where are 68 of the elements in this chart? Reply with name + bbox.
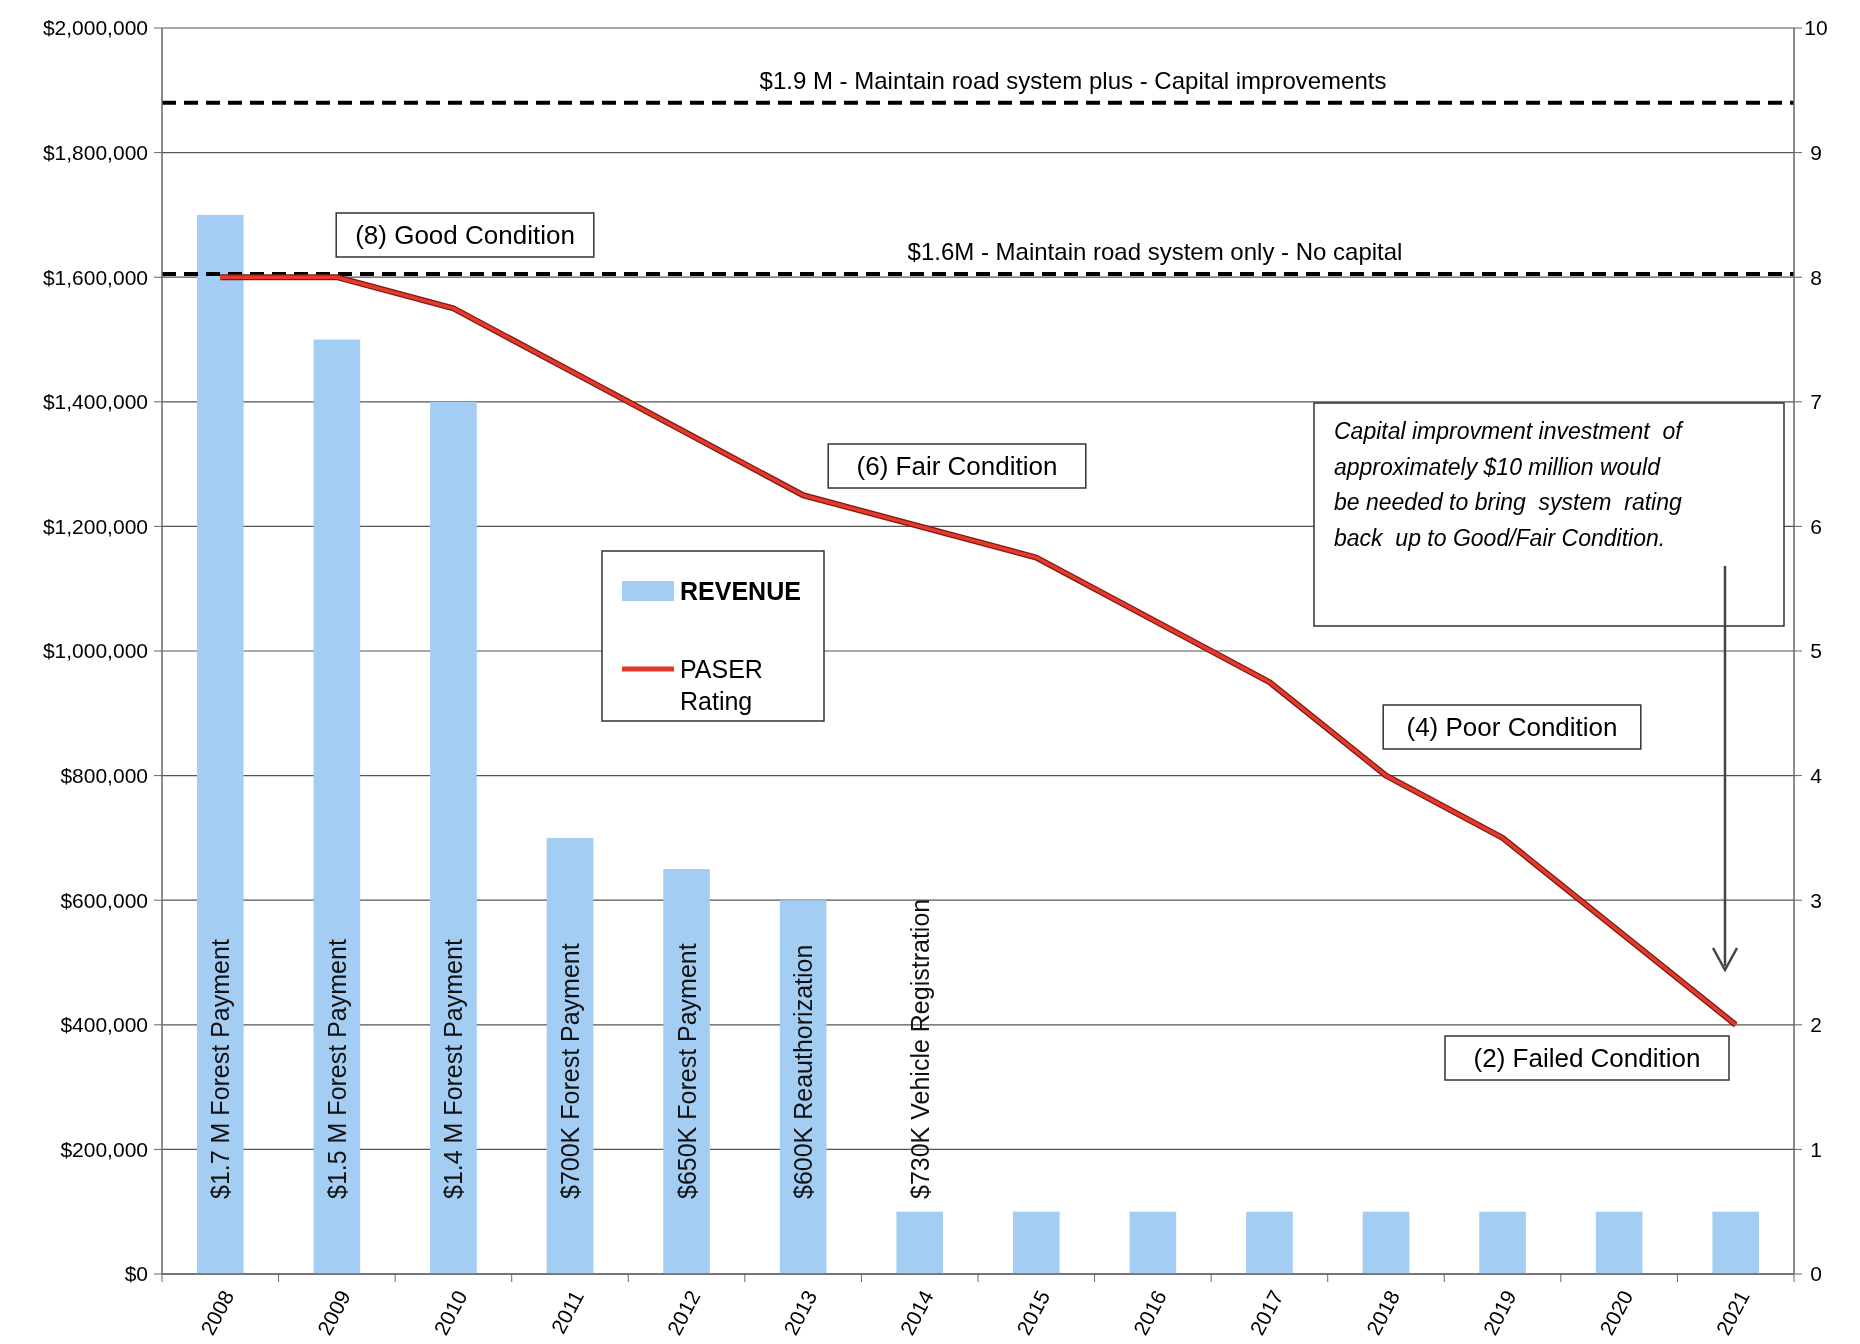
x-tick-label: 2021 [1711, 1286, 1754, 1339]
y-tick-label: $600,000 [60, 888, 148, 912]
ref-line-label: $1.9 M - Maintain road system plus - Capital improvements [759, 66, 1387, 94]
y2-tick-label: 5 [1810, 639, 1822, 663]
label-box: (2) Failed Condition [1444, 1035, 1730, 1081]
annotation: $1.7 M Forest Payment [206, 939, 235, 1199]
annotation: $600K Reauthorization [789, 944, 818, 1199]
annotation: Capital improvment investment of approximately $10 million would be needed to bring system rating back up to Good/Fair Condition. [1334, 418, 1685, 551]
bar [1246, 1211, 1293, 1274]
y2-tick-label: 1 [1810, 1137, 1822, 1161]
y-tick-label: $1,400,000 [42, 390, 148, 414]
annotation: $700K Forest Payment [556, 943, 584, 1199]
bar [1362, 1211, 1410, 1274]
x-tick-label: 2017 [1245, 1286, 1288, 1339]
x-tick-label: 2019 [1478, 1286, 1521, 1339]
annotation: (2) Failed Condition [1473, 1043, 1701, 1074]
y2-tick-label: 4 [1810, 763, 1823, 787]
bar [663, 869, 710, 1274]
bar [1712, 1211, 1760, 1274]
bar [1479, 1211, 1526, 1274]
annotation: (6) Fair Condition [856, 451, 1058, 482]
x-tick-label: 2020 [1594, 1286, 1638, 1339]
bar [1012, 1211, 1060, 1274]
annotation: $650K Forest Payment [672, 943, 701, 1199]
y-tick-label: $800,000 [60, 763, 148, 787]
x-tick-label: 2008 [196, 1286, 239, 1339]
y-tick-label: $200,000 [60, 1137, 148, 1161]
annotation: $1.4 M Forest Payment [439, 939, 468, 1199]
y2-tick-label: 3 [1810, 888, 1822, 912]
y-tick-label: $1,200,000 [42, 514, 148, 538]
x-tick-label: 2012 [662, 1286, 705, 1339]
y-tick-label: $1,600,000 [42, 265, 148, 289]
x-tick-label: 2016 [1128, 1286, 1171, 1339]
x-tick-label: 2010 [429, 1286, 472, 1339]
y-tick-label: $2,000,000 [42, 16, 148, 40]
bar [896, 1211, 944, 1274]
x-tick-label: 2009 [312, 1286, 355, 1339]
y-tick-label: $400,000 [60, 1013, 148, 1037]
legend-label: PASER Rating [680, 654, 763, 716]
label-box: (8) Good Condition [335, 212, 595, 258]
x-tick-label: 2013 [778, 1286, 822, 1339]
y2-tick-label: 2 [1810, 1013, 1822, 1037]
y2-tick-label: 9 [1810, 140, 1822, 164]
y2-tick-label: 8 [1810, 265, 1822, 289]
y2-tick-label: 7 [1810, 390, 1822, 414]
y-tick-label: $1,800,000 [42, 140, 148, 164]
x-tick-label: 2014 [895, 1286, 938, 1339]
label-box: (4) Poor Condition [1382, 704, 1642, 750]
bar [430, 401, 477, 1274]
bar [196, 214, 244, 1274]
annotation: $730K Vehicle Registration [905, 898, 934, 1199]
label-box: (6) Fair Condition [827, 443, 1087, 489]
y-tick-label: $0 [124, 1262, 148, 1286]
y2-tick-label: 0 [1810, 1262, 1822, 1286]
y-tick-label: $1,000,000 [42, 639, 148, 663]
annotation: (4) Poor Condition [1406, 712, 1618, 743]
x-tick-label: 2015 [1012, 1286, 1055, 1339]
legend-label: REVENUE [680, 576, 801, 605]
x-tick-label: 2011 [546, 1286, 589, 1338]
annotation: (8) Good Condition [355, 220, 575, 251]
bar [313, 339, 361, 1274]
x-tick-label: 2018 [1361, 1286, 1405, 1339]
annotation: $1.5 M Forest Payment [322, 939, 351, 1199]
ref-line-label: $1.6M - Maintain road system only - No capital [907, 238, 1403, 266]
y2-tick-label: 6 [1810, 514, 1822, 538]
bar [1129, 1211, 1177, 1274]
y2-tick-label: 10 [1804, 16, 1828, 40]
bar [1595, 1211, 1643, 1274]
